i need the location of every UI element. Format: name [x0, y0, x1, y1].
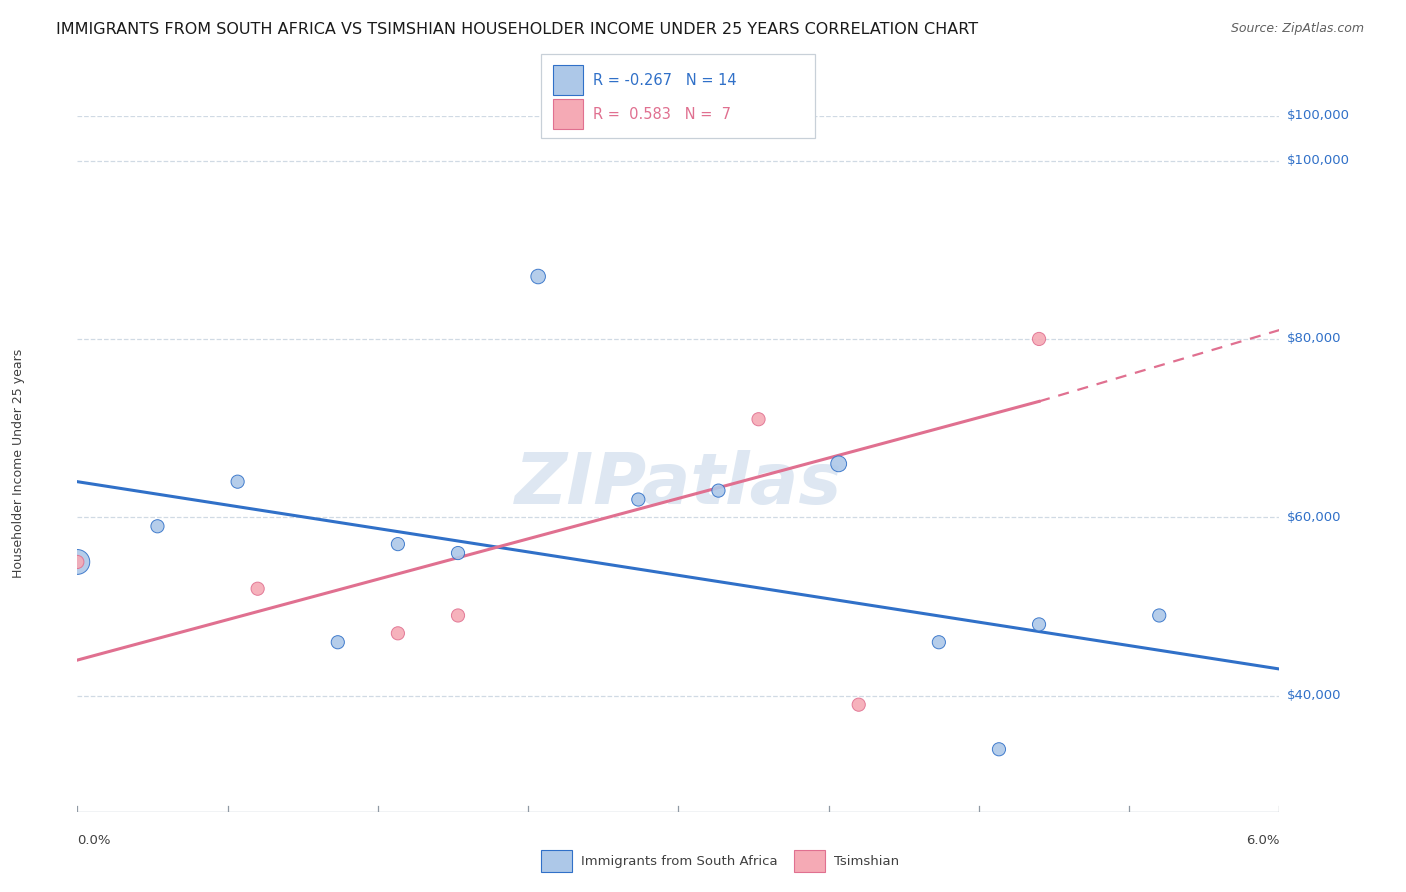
Point [1149, 608, 1171, 623]
Point [707, 483, 730, 498]
Point [527, 269, 550, 284]
Text: $100,000: $100,000 [1286, 154, 1350, 167]
Point [748, 412, 770, 426]
Point [848, 698, 870, 712]
Text: Immigrants from South Africa: Immigrants from South Africa [581, 855, 778, 868]
Point [146, 519, 169, 533]
Point [326, 635, 349, 649]
Text: 0.0%: 0.0% [77, 834, 111, 847]
Text: $100,000: $100,000 [1286, 110, 1350, 122]
Point [1028, 332, 1050, 346]
Text: $60,000: $60,000 [1286, 511, 1341, 524]
Point [387, 626, 409, 640]
Point [447, 608, 470, 623]
Text: $80,000: $80,000 [1286, 333, 1341, 345]
Text: Householder Income Under 25 years: Householder Income Under 25 years [11, 349, 25, 579]
Point [447, 546, 470, 560]
Point [246, 582, 269, 596]
Point [387, 537, 409, 551]
Point [66, 555, 89, 569]
Point [627, 492, 650, 507]
Text: IMMIGRANTS FROM SOUTH AFRICA VS TSIMSHIAN HOUSEHOLDER INCOME UNDER 25 YEARS CORR: IMMIGRANTS FROM SOUTH AFRICA VS TSIMSHIA… [56, 22, 979, 37]
Point [1028, 617, 1050, 632]
Text: Source: ZipAtlas.com: Source: ZipAtlas.com [1230, 22, 1364, 36]
Text: Tsimshian: Tsimshian [834, 855, 898, 868]
Text: 6.0%: 6.0% [1246, 834, 1279, 847]
Point [988, 742, 1011, 756]
Text: ZIPatlas: ZIPatlas [515, 450, 842, 519]
Text: R =  0.583   N =  7: R = 0.583 N = 7 [593, 107, 731, 121]
Text: $40,000: $40,000 [1286, 690, 1341, 702]
Point [828, 457, 851, 471]
Point [226, 475, 249, 489]
Text: R = -0.267   N = 14: R = -0.267 N = 14 [593, 73, 737, 87]
Point [928, 635, 950, 649]
Point [66, 555, 89, 569]
